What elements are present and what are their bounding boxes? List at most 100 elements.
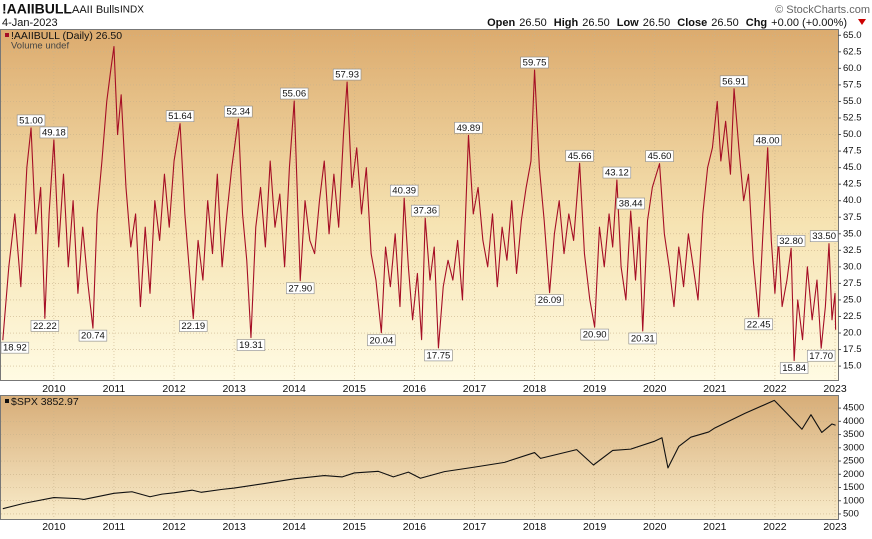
annotation-box <box>753 134 782 147</box>
annotation-box <box>78 329 108 342</box>
y-tick-label: 57.5 <box>843 79 862 90</box>
x-tick-label: 2010 <box>42 383 66 395</box>
quote-label: Close <box>677 17 707 29</box>
y-tick-label: 3500 <box>843 429 864 440</box>
quote-value: 26.50 <box>519 17 547 29</box>
annotation-label: 45.60 <box>648 151 672 162</box>
annotation-box <box>719 75 749 88</box>
x-tick-label: 2011 <box>103 521 126 533</box>
annotation-box <box>776 235 806 247</box>
legend-marker <box>5 399 9 403</box>
quote-value: 26.50 <box>711 17 739 29</box>
annotation-label: 20.90 <box>583 330 607 341</box>
x-tick-label: 2020 <box>643 383 667 395</box>
annotation-box <box>454 121 483 134</box>
annotation-box <box>16 114 46 127</box>
annotation-box <box>806 349 836 362</box>
y-tick-label: 15.0 <box>843 361 862 372</box>
annotation-label: 20.74 <box>81 331 105 342</box>
legend-label: !AAIIBULL (Daily) 26.50 <box>11 30 122 42</box>
y-tick-label: 35.0 <box>843 228 862 239</box>
y-tick-label: 500 <box>843 508 859 519</box>
annotation-box <box>165 110 195 122</box>
annotation-label: 37.36 <box>413 206 437 217</box>
y-tick-label: 30.0 <box>843 261 862 272</box>
annotation: 45.66 <box>565 149 594 162</box>
x-tick-label: 2020 <box>643 521 667 533</box>
annotation-box <box>645 150 674 162</box>
annotation-box <box>280 87 309 100</box>
annotation: 17.70 <box>806 349 836 362</box>
x-tick-label: 2018 <box>523 383 547 395</box>
annotation-label: 20.04 <box>369 335 393 346</box>
annotation-label: 22.19 <box>181 321 205 332</box>
annotation-label: 15.84 <box>782 363 806 374</box>
x-tick-label: 2022 <box>763 383 787 395</box>
y-tick-label: 52.5 <box>843 113 862 124</box>
y-tick-label: 65.0 <box>843 30 862 41</box>
x-tick-label: 2019 <box>583 521 607 533</box>
annotation: 22.19 <box>179 320 208 332</box>
quote-value: 26.50 <box>643 17 671 29</box>
x-tick-label: 2018 <box>523 521 547 533</box>
annotation-label: 17.70 <box>809 351 833 362</box>
x-tick-label: 2021 <box>703 521 727 533</box>
legend-marker <box>5 33 9 37</box>
x-tick-label: 2013 <box>222 383 246 395</box>
y-tick-label: 4500 <box>843 403 864 414</box>
annotation: 48.00 <box>753 134 782 147</box>
y-tick-label: 22.5 <box>843 311 862 322</box>
series-line <box>2 399 836 510</box>
annotation: 17.75 <box>424 349 453 361</box>
annotation: 33.50 <box>809 230 839 242</box>
annotation: 49.89 <box>454 121 483 134</box>
date: 4-Jan-2023 <box>2 17 58 29</box>
y-tick-label: 45.0 <box>843 162 862 173</box>
annotation-box <box>286 282 315 295</box>
annotation-box <box>520 56 549 69</box>
annotation-label: 38.44 <box>619 199 643 210</box>
quote: Open 26.50 High 26.50 Low 26.50 Close 26.50 Chg +… <box>487 17 847 29</box>
annotation-label: 22.45 <box>747 319 771 330</box>
annotation-label: 56.91 <box>722 76 746 87</box>
annotation-label: 17.75 <box>427 350 451 361</box>
annotation: 57.93 <box>332 68 362 81</box>
annotation-label: 33.50 <box>812 231 836 242</box>
x-tick-label: 2023 <box>823 521 847 533</box>
x-tick-label: 2022 <box>763 521 787 533</box>
x-tick-label: 2014 <box>283 521 307 533</box>
quote-label: Chg <box>746 17 767 29</box>
x-tick-label: 2014 <box>283 383 307 395</box>
annotation-label: 22.22 <box>33 321 57 332</box>
annotation-box <box>0 341 30 354</box>
annotation: 55.06 <box>280 87 309 100</box>
annotation: 22.45 <box>744 318 773 331</box>
annotation: 27.90 <box>286 282 315 295</box>
annotation-label: 20.31 <box>631 333 655 344</box>
y-tick-label: 2000 <box>843 469 864 480</box>
x-tick-label: 2019 <box>583 383 607 395</box>
annotation: 51.00 <box>16 114 46 127</box>
x-tick-label: 2012 <box>162 383 186 395</box>
annotation: 15.84 <box>779 362 809 374</box>
annotation-box <box>332 68 362 81</box>
annotation-box <box>39 126 69 139</box>
annotation-label: 40.39 <box>392 186 416 197</box>
annotation: 38.44 <box>616 197 645 210</box>
y-tick-label: 27.5 <box>843 278 862 289</box>
legend-label: $SPX 3852.97 <box>11 396 79 408</box>
y-tick-label: 32.5 <box>843 245 862 256</box>
annotation-box <box>367 334 396 347</box>
y-tick-label: 40.0 <box>843 195 862 206</box>
y-tick-label: 20.0 <box>843 328 862 339</box>
y-tick-label: 47.5 <box>843 146 862 157</box>
annotation: 45.60 <box>645 150 674 162</box>
x-tick-label: 2021 <box>703 383 727 395</box>
annotation: 56.91 <box>719 75 749 88</box>
annotation-label: 43.12 <box>605 168 629 179</box>
annotation-box <box>744 318 773 331</box>
y-tick-label: 42.5 <box>843 179 862 190</box>
annotation-label: 57.93 <box>335 70 359 81</box>
